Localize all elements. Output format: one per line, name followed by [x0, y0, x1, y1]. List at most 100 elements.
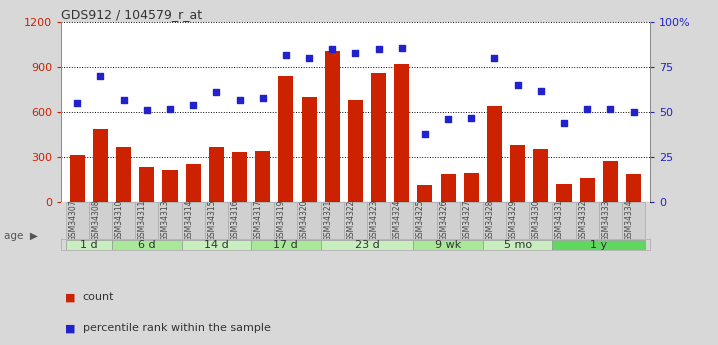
Point	[396, 45, 408, 50]
Bar	[579, 178, 595, 202]
Point	[327, 47, 338, 52]
FancyBboxPatch shape	[274, 202, 297, 239]
Text: GSM34332: GSM34332	[578, 200, 587, 242]
Text: GSM34319: GSM34319	[277, 200, 286, 242]
Point	[535, 88, 546, 93]
Bar	[441, 174, 456, 202]
Bar	[325, 51, 340, 202]
Text: GSM34323: GSM34323	[370, 200, 378, 242]
Point	[628, 109, 639, 115]
Bar	[70, 156, 85, 202]
Text: 5 mo: 5 mo	[503, 240, 532, 250]
Point	[72, 100, 83, 106]
Point	[118, 97, 129, 102]
Bar	[93, 129, 108, 202]
Point	[303, 56, 314, 61]
FancyBboxPatch shape	[65, 240, 112, 249]
Bar	[209, 147, 224, 202]
FancyBboxPatch shape	[367, 202, 390, 239]
Text: GSM34334: GSM34334	[625, 200, 633, 242]
Bar	[556, 184, 572, 202]
Text: percentile rank within the sample: percentile rank within the sample	[83, 323, 271, 333]
Bar	[116, 147, 131, 202]
FancyBboxPatch shape	[205, 202, 228, 239]
Text: GSM34315: GSM34315	[208, 200, 216, 242]
FancyBboxPatch shape	[321, 202, 344, 239]
Point	[559, 120, 570, 126]
FancyBboxPatch shape	[460, 202, 483, 239]
Text: GSM34316: GSM34316	[230, 200, 240, 242]
FancyBboxPatch shape	[251, 240, 321, 249]
Bar	[186, 164, 201, 202]
FancyBboxPatch shape	[552, 202, 576, 239]
Point	[489, 56, 500, 61]
FancyBboxPatch shape	[112, 202, 135, 239]
Bar	[279, 76, 294, 202]
Point	[164, 106, 176, 111]
Bar	[417, 185, 432, 202]
Text: 17 d: 17 d	[274, 240, 298, 250]
Text: ■: ■	[65, 323, 75, 333]
Bar	[371, 73, 386, 202]
Bar	[232, 152, 247, 202]
FancyBboxPatch shape	[576, 202, 599, 239]
Text: GSM34333: GSM34333	[602, 200, 610, 242]
FancyBboxPatch shape	[228, 202, 251, 239]
Bar	[302, 97, 317, 202]
Bar	[348, 100, 363, 202]
Point	[373, 47, 384, 52]
Point	[187, 102, 199, 108]
Point	[512, 82, 523, 88]
Text: GSM34308: GSM34308	[91, 200, 101, 242]
FancyBboxPatch shape	[344, 202, 367, 239]
Bar	[162, 170, 177, 202]
Bar	[603, 161, 618, 202]
FancyBboxPatch shape	[437, 202, 460, 239]
FancyBboxPatch shape	[251, 202, 274, 239]
FancyBboxPatch shape	[159, 202, 182, 239]
Text: GSM34310: GSM34310	[115, 200, 123, 242]
Bar	[487, 106, 502, 202]
Text: ■: ■	[65, 292, 75, 302]
Point	[605, 106, 616, 111]
Bar	[394, 64, 409, 202]
FancyBboxPatch shape	[182, 240, 251, 249]
Point	[95, 73, 106, 79]
Text: GSM34327: GSM34327	[462, 200, 471, 242]
FancyBboxPatch shape	[390, 202, 414, 239]
Text: count: count	[83, 292, 114, 302]
FancyBboxPatch shape	[65, 202, 89, 239]
Bar	[255, 151, 270, 202]
FancyBboxPatch shape	[529, 202, 552, 239]
FancyBboxPatch shape	[506, 202, 529, 239]
FancyBboxPatch shape	[414, 202, 437, 239]
FancyBboxPatch shape	[552, 240, 645, 249]
Text: GSM34328: GSM34328	[485, 200, 495, 242]
Text: GSM34326: GSM34326	[439, 200, 448, 242]
FancyBboxPatch shape	[297, 202, 321, 239]
Point	[210, 90, 222, 95]
Text: age  ▶: age ▶	[4, 231, 37, 240]
Text: GSM34320: GSM34320	[300, 200, 309, 242]
Text: 1 y: 1 y	[590, 240, 607, 250]
FancyBboxPatch shape	[483, 240, 552, 249]
Text: GSM34325: GSM34325	[416, 200, 425, 242]
Text: GSM34330: GSM34330	[532, 200, 541, 242]
FancyBboxPatch shape	[483, 202, 506, 239]
FancyBboxPatch shape	[182, 202, 205, 239]
FancyBboxPatch shape	[622, 202, 645, 239]
Bar	[464, 172, 479, 202]
Text: GSM34307: GSM34307	[68, 200, 78, 242]
FancyBboxPatch shape	[321, 240, 414, 249]
Text: GSM34313: GSM34313	[161, 200, 170, 242]
Text: GSM34321: GSM34321	[323, 200, 332, 242]
Point	[350, 50, 361, 56]
Bar	[510, 145, 525, 202]
Point	[280, 52, 292, 58]
Point	[257, 95, 269, 100]
Text: GSM34317: GSM34317	[253, 200, 263, 242]
Point	[465, 115, 477, 120]
FancyBboxPatch shape	[112, 240, 182, 249]
Bar	[626, 174, 641, 202]
Text: GSM34331: GSM34331	[555, 200, 564, 242]
